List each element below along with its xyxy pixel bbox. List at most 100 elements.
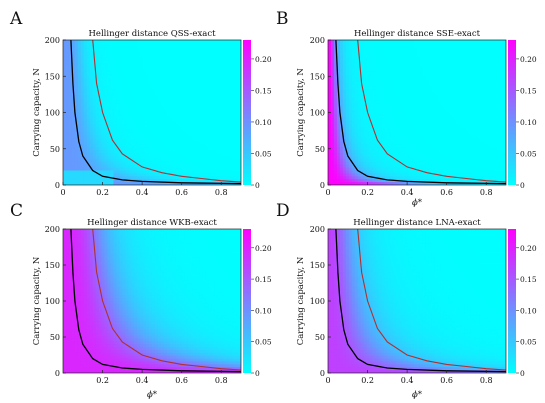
heatmap-cell (434, 182, 439, 185)
heatmap-cell (342, 86, 347, 90)
heatmap-cell (375, 158, 379, 163)
heatmap-cell (238, 98, 241, 102)
heatmap-cell (214, 164, 218, 168)
heatmap-cell (63, 71, 67, 76)
heatmap-cell (425, 147, 430, 151)
heatmap-cell (83, 98, 88, 102)
heatmap-cell (205, 164, 209, 168)
heatmap-cell (125, 54, 129, 58)
heatmap-cell (226, 40, 230, 44)
heatmap-cell (77, 170, 82, 174)
heatmap-cell (187, 132, 191, 137)
heatmap-cell (217, 112, 221, 116)
heatmap-cell (223, 74, 227, 79)
heatmap-cell (119, 124, 123, 128)
heatmap-cell (140, 106, 144, 110)
heatmap-cell (354, 95, 359, 99)
heatmap-cell (437, 153, 442, 157)
heatmap-cell (152, 86, 156, 90)
heatmap-cell (193, 167, 197, 171)
heatmap-cell (190, 129, 194, 134)
heatmap-cell (214, 54, 218, 58)
heatmap-cell (396, 176, 400, 180)
heatmap-cell (238, 135, 241, 139)
heatmap-cell (408, 60, 412, 64)
heatmap-cell (434, 109, 439, 113)
heatmap-cell (163, 109, 168, 113)
heatmap-cell (417, 63, 421, 67)
heatmap-cell (157, 86, 162, 90)
heatmap-cell (128, 138, 132, 142)
heatmap-cell (217, 158, 221, 163)
heatmap-cell (86, 127, 91, 131)
heatmap-cell (95, 51, 99, 55)
heatmap-cell (143, 112, 147, 116)
heatmap-cell (375, 69, 379, 73)
heatmap-cell (104, 103, 108, 108)
heatmap-cell (408, 86, 412, 90)
heatmap-cell (437, 150, 442, 154)
heatmap-cell (390, 77, 394, 81)
heatmap-cell (393, 173, 397, 177)
heatmap-cell (363, 153, 367, 157)
heatmap-cell (131, 100, 135, 105)
heatmap-cell (217, 80, 221, 84)
heatmap-cell (80, 167, 85, 171)
heatmap-cell (122, 118, 126, 122)
heatmap-cell (154, 57, 159, 61)
heatmap-cell (425, 115, 430, 119)
heatmap-cell (378, 129, 382, 134)
heatmap-cell (405, 103, 409, 108)
heatmap-cell (116, 156, 120, 160)
heatmap-cell (220, 164, 224, 168)
heatmap-cell (411, 57, 415, 61)
heatmap-cell (348, 129, 353, 134)
heatmap-cell (63, 170, 67, 174)
heatmap-cell (360, 173, 364, 177)
heatmap-cell (175, 170, 180, 174)
heatmap-cell (113, 71, 117, 76)
heatmap-cell (351, 121, 356, 125)
heatmap-cell (202, 150, 206, 154)
heatmap-cell (375, 83, 379, 87)
heatmap-cell (390, 98, 394, 102)
heatmap-cell (384, 156, 388, 160)
heatmap-cell (357, 182, 362, 185)
heatmap-cell (428, 112, 433, 116)
heatmap-cell (152, 147, 156, 151)
heatmap-cell (63, 161, 67, 166)
heatmap-cell (166, 179, 171, 183)
heatmap-cell (226, 112, 230, 116)
heatmap-cell (89, 106, 94, 110)
heatmap-cell (122, 129, 126, 134)
heatmap-cell (146, 103, 150, 108)
heatmap-cell (232, 135, 236, 139)
heatmap-cell (399, 42, 403, 47)
heatmap-cell (98, 45, 102, 50)
heatmap-cell (160, 48, 165, 52)
heatmap-cell (154, 173, 159, 177)
heatmap-cell (223, 57, 227, 61)
heatmap-cell (217, 129, 221, 134)
heatmap-cell (152, 42, 156, 47)
heatmap-cell (220, 153, 224, 157)
heatmap-cell (360, 77, 364, 81)
heatmap-cell (134, 66, 138, 70)
heatmap-cell (223, 167, 227, 171)
heatmap-cell (431, 141, 436, 145)
heatmap-cell (419, 60, 424, 64)
heatmap-cell (348, 98, 353, 102)
heatmap-cell (98, 112, 102, 116)
heatmap-cell (375, 153, 379, 157)
heatmap-cell (387, 164, 391, 168)
heatmap-cell (107, 40, 111, 44)
heatmap-cell (360, 80, 364, 84)
heatmap-cell (217, 71, 221, 76)
heatmap-cell (113, 63, 117, 67)
heatmap-cell (357, 153, 362, 157)
heatmap-cell (437, 132, 442, 137)
heatmap-cell (146, 48, 150, 52)
heatmap-cell (149, 158, 153, 163)
heatmap-cell (196, 135, 200, 139)
heatmap-cell (211, 63, 215, 67)
